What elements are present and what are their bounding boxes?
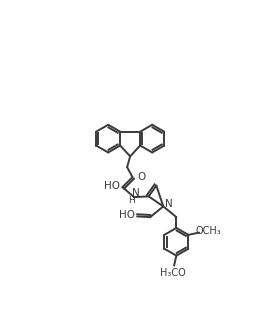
Text: O: O	[138, 172, 146, 182]
Text: OCH₃: OCH₃	[196, 226, 221, 236]
Text: HO: HO	[119, 210, 135, 220]
Text: H: H	[128, 196, 135, 205]
Text: N: N	[165, 199, 172, 209]
Text: N: N	[132, 188, 140, 198]
Text: HO: HO	[104, 181, 120, 191]
Text: H₃CO: H₃CO	[160, 268, 185, 278]
